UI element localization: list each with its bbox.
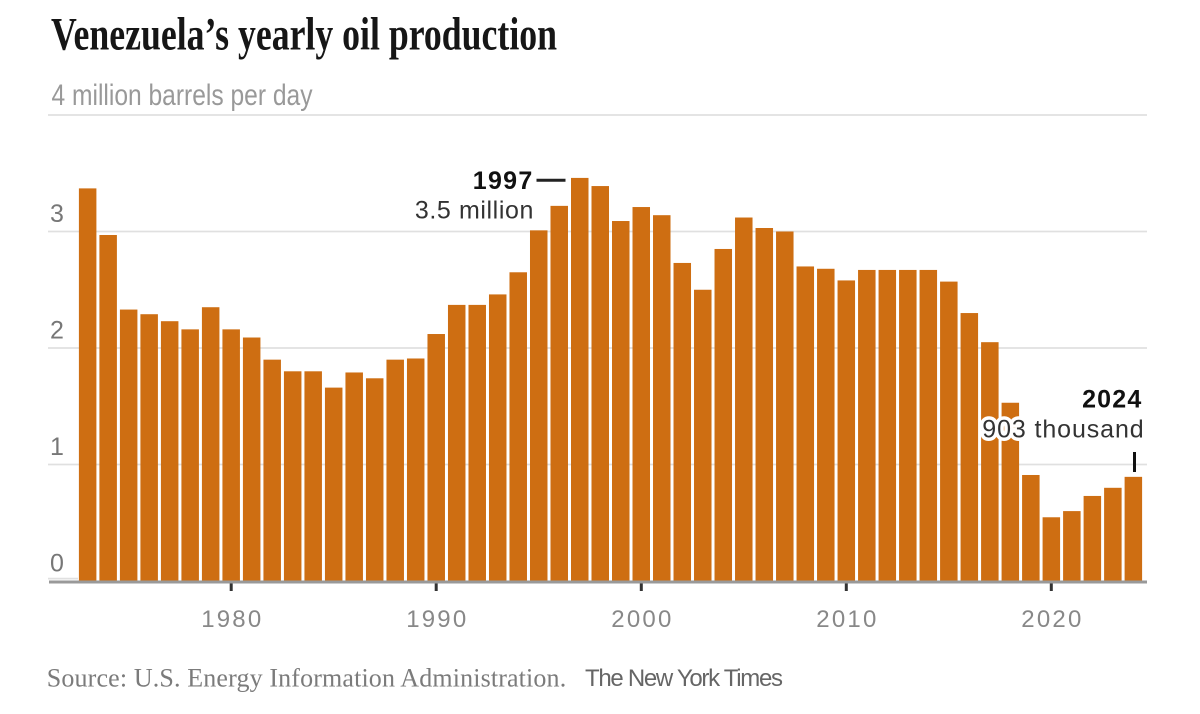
svg-text:2020: 2020 — [1021, 606, 1083, 633]
svg-text:3.5 million: 3.5 million — [415, 197, 534, 225]
svg-text:903 thousand: 903 thousand — [982, 416, 1144, 444]
svg-text:The New York Times: The New York Times — [585, 665, 783, 692]
svg-text:1: 1 — [50, 433, 64, 461]
svg-text:2000: 2000 — [611, 606, 673, 633]
svg-text:3: 3 — [50, 200, 64, 228]
svg-text:2010: 2010 — [816, 606, 878, 633]
svg-text:Venezuela’s yearly oil product: Venezuela’s yearly oil production — [51, 8, 557, 60]
svg-text:Source: U.S. Energy Informatio: Source: U.S. Energy Information Administ… — [47, 664, 567, 693]
svg-text:4 million barrels per day: 4 million barrels per day — [52, 79, 313, 112]
svg-text:2024: 2024 — [1082, 386, 1142, 414]
svg-text:2: 2 — [50, 317, 64, 345]
svg-text:1980: 1980 — [201, 606, 263, 633]
svg-text:1990: 1990 — [406, 606, 468, 633]
svg-text:1997: 1997 — [473, 167, 534, 195]
svg-text:0: 0 — [50, 550, 64, 578]
